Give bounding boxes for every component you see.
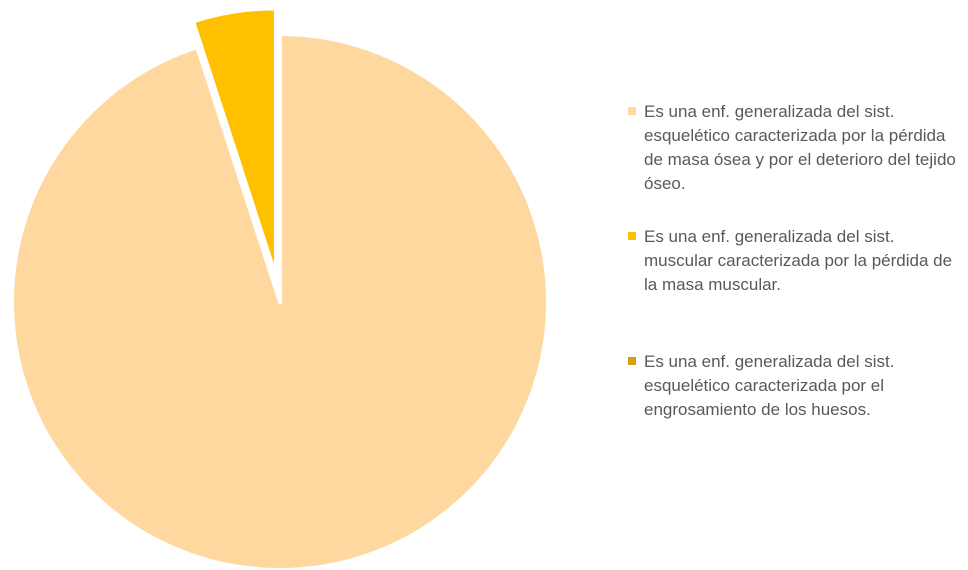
pie-slice — [191, 6, 278, 279]
legend-item: Es una enf. generalizada del sist. esque… — [628, 350, 963, 422]
legend-swatch — [628, 232, 636, 240]
legend-item: Es una enf. generalizada del sist. esque… — [628, 100, 963, 196]
legend-label: Es una enf. generalizada del sist. esque… — [644, 102, 956, 193]
legend-swatch — [628, 357, 636, 365]
legend-label: Es una enf. generalizada del sist. esque… — [644, 352, 895, 419]
pie-area — [10, 6, 550, 570]
pie-slice — [10, 32, 550, 570]
legend-item: Es una enf. generalizada del sist. muscu… — [628, 225, 963, 297]
legend-label: Es una enf. generalizada del sist. muscu… — [644, 227, 953, 294]
legend-swatch — [628, 107, 636, 115]
